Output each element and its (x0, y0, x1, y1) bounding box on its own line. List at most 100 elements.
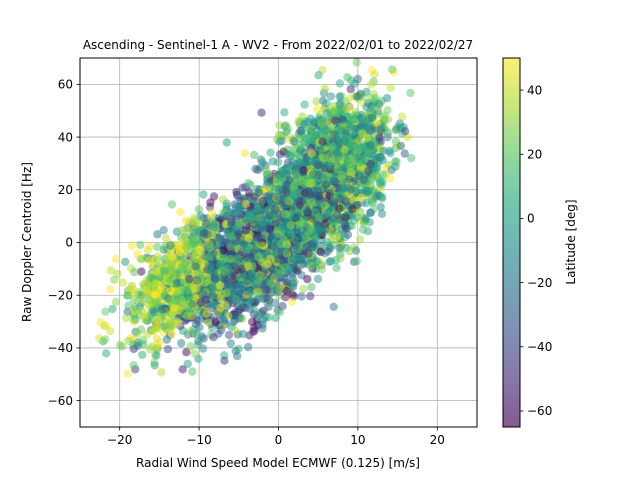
data-point (167, 200, 177, 209)
data-point (318, 115, 327, 124)
data-point (321, 224, 330, 233)
data-point (265, 191, 274, 200)
data-point (355, 235, 365, 244)
data-point (344, 174, 354, 184)
data-point (330, 171, 340, 181)
data-point (354, 152, 363, 161)
data-point (377, 124, 386, 133)
data-point (167, 252, 176, 262)
data-point (303, 186, 312, 196)
data-point (215, 233, 224, 243)
data-point (253, 287, 262, 297)
data-point (352, 92, 362, 101)
data-point (371, 192, 381, 201)
data-point (256, 155, 266, 164)
data-point (142, 285, 151, 295)
data-point (249, 304, 258, 314)
data-point (335, 79, 345, 88)
data-point (243, 261, 253, 270)
data-point (245, 331, 254, 340)
data-point (338, 126, 347, 136)
data-point (130, 267, 139, 277)
x-tick-label: 10 (350, 433, 365, 447)
data-point (194, 336, 203, 346)
data-point (275, 184, 284, 193)
data-point (341, 136, 350, 145)
data-point (332, 263, 341, 272)
data-point (203, 318, 213, 327)
data-point (311, 233, 321, 242)
data-point (153, 242, 162, 252)
data-point (270, 298, 280, 308)
y-tick-label: 0 (65, 236, 73, 250)
data-point (202, 309, 211, 318)
data-point (152, 334, 162, 343)
data-point (289, 136, 299, 146)
data-point (360, 122, 370, 131)
data-point (222, 199, 231, 208)
data-point (289, 182, 298, 191)
data-point (312, 97, 321, 106)
data-point (210, 275, 220, 284)
data-point (282, 240, 291, 249)
data-point (266, 148, 275, 157)
data-point (306, 291, 315, 301)
data-point (367, 113, 377, 123)
data-point (275, 308, 285, 317)
data-point (196, 211, 205, 220)
data-point (300, 100, 309, 109)
data-point (302, 206, 312, 215)
data-point (215, 261, 225, 270)
x-tick-label: −10 (186, 433, 211, 447)
data-point (364, 166, 373, 176)
data-point (150, 290, 160, 299)
data-point (406, 88, 415, 98)
data-point (185, 275, 194, 284)
data-point (330, 192, 339, 202)
data-point (219, 315, 229, 324)
data-point (397, 112, 407, 121)
data-point (291, 241, 300, 250)
data-point (379, 146, 388, 156)
data-point (102, 349, 111, 358)
data-point (180, 235, 189, 244)
data-point (202, 219, 211, 228)
data-point (340, 145, 349, 155)
data-point (362, 199, 371, 208)
data-point (290, 235, 300, 244)
data-point (388, 65, 397, 74)
data-point (205, 262, 214, 271)
data-point (273, 158, 283, 167)
data-point (341, 153, 350, 162)
data-point (297, 197, 307, 206)
data-point (329, 302, 338, 311)
data-point (307, 197, 316, 207)
data-point (337, 170, 346, 180)
data-point (314, 71, 323, 80)
colorbar-gradient (503, 58, 520, 427)
data-point (274, 130, 284, 139)
x-tick-label: 20 (430, 433, 445, 447)
data-point (281, 210, 290, 219)
data-point (233, 208, 242, 217)
data-point (230, 261, 239, 271)
data-point (325, 151, 335, 160)
data-point (319, 125, 328, 135)
data-point (274, 268, 283, 277)
data-point (326, 92, 336, 101)
colorbar-tick-label: −60 (527, 404, 552, 418)
y-tick-label: −60 (48, 394, 73, 408)
data-point (322, 108, 332, 118)
data-point (320, 84, 330, 94)
data-point (271, 204, 280, 214)
data-point (130, 302, 140, 312)
data-point (282, 127, 291, 136)
data-point (265, 224, 274, 234)
data-point (115, 340, 125, 350)
data-point (257, 108, 266, 117)
colorbar-tick-label: −20 (527, 276, 552, 290)
data-point (262, 170, 271, 179)
data-point (366, 159, 375, 169)
data-point (222, 138, 231, 147)
data-point (261, 205, 270, 214)
